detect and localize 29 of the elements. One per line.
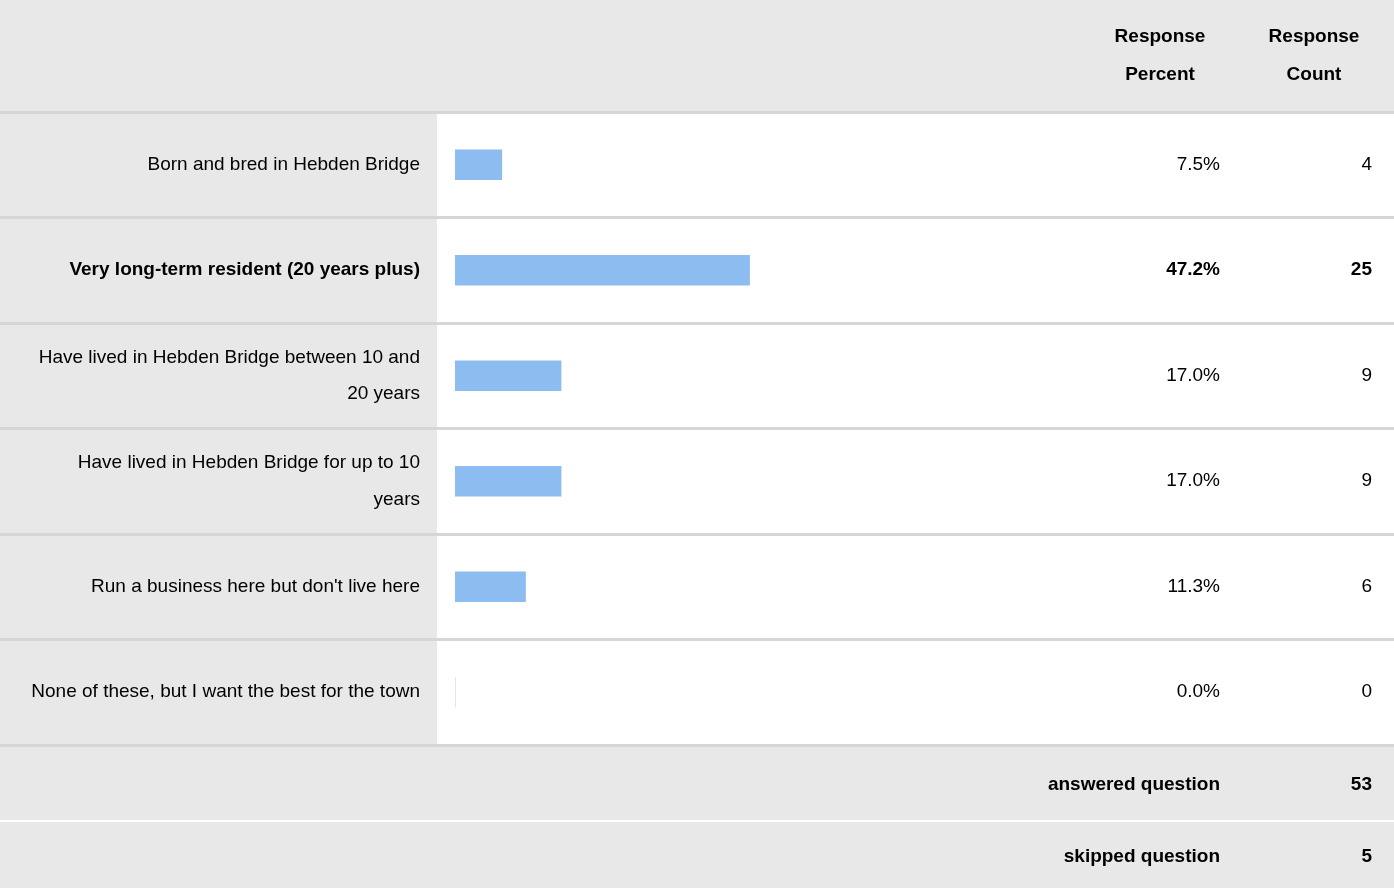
data-label: 11.3% <box>1167 574 1221 596</box>
y-tick-label: Have lived in Hebden Bridge for up to 10 years <box>77 451 420 509</box>
data-label: 0.0% <box>1176 680 1221 702</box>
text: answered question <box>1047 773 1220 795</box>
text: 5 <box>1361 845 1373 867</box>
text: skipped question <box>1063 845 1220 867</box>
text: Response Percent <box>1114 25 1206 85</box>
data-label: 47.2% <box>1166 258 1221 280</box>
data-label: 7.5% <box>1176 152 1221 174</box>
text: 0 <box>1361 680 1372 702</box>
text: 9 <box>1361 363 1372 385</box>
text: 53 <box>1350 773 1372 795</box>
data-label: 17.0% <box>1166 469 1221 491</box>
text: 9 <box>1361 469 1372 491</box>
text: Response Count <box>1268 25 1360 85</box>
y-tick-label: None of these, but I want the best for the town <box>31 680 420 702</box>
y-tick-label: Born and bred in Hebden Bridge <box>147 152 420 174</box>
bar <box>455 254 750 286</box>
text: 25 <box>1350 258 1373 280</box>
bar <box>455 465 562 497</box>
text: 6 <box>1361 574 1372 596</box>
bar <box>455 360 562 392</box>
bar <box>455 149 503 181</box>
y-tick-label: Very long-term resident (20 years plus) <box>69 258 420 280</box>
text: 4 <box>1361 152 1373 174</box>
y-tick-label: Run a business here but don't live here <box>91 574 420 596</box>
data-label: 17.0% <box>1166 363 1221 385</box>
y-tick-label: Have lived in Hebden Bridge between 10 and 20 years <box>38 345 420 404</box>
bar <box>455 571 526 603</box>
